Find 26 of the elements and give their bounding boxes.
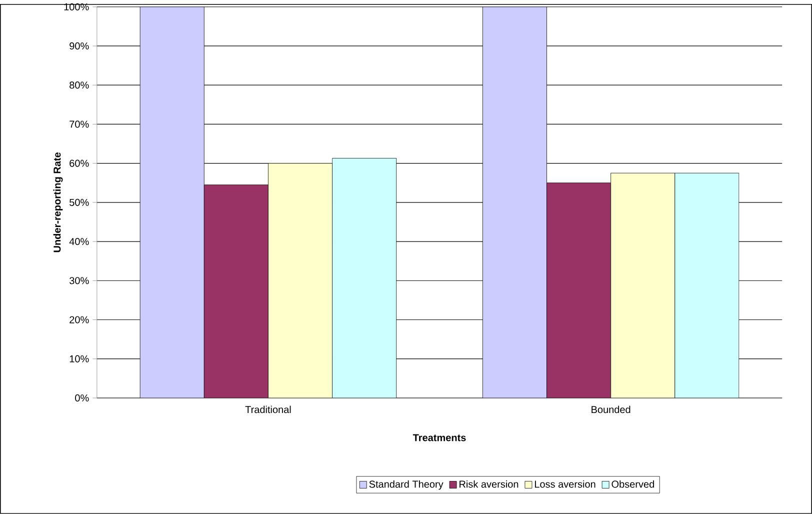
x-tick-label: Traditional: [245, 406, 291, 414]
y-tick-label: 30%: [70, 277, 89, 284]
x-tick-label: Bounded: [592, 406, 630, 414]
legend-label: Risk aversion: [460, 480, 518, 488]
y-tick-label: 70%: [70, 120, 89, 128]
y-tick-label: 50%: [70, 198, 89, 206]
y-tick-label: 0%: [75, 394, 89, 402]
y-tick-label: 10%: [70, 355, 89, 362]
legend-label: Observed: [612, 480, 654, 488]
bar: [610, 172, 676, 398]
bar: [268, 163, 332, 398]
bar: [546, 182, 612, 398]
bar: [204, 184, 268, 398]
y-axis-title: Under-reporting Rate: [53, 152, 63, 252]
y-tick-label: 90%: [70, 42, 89, 50]
bar: [482, 6, 547, 398]
legend-label: Loss aversion: [534, 480, 596, 488]
legend-label: Standard Theory: [369, 480, 444, 490]
x-axis-title: Treatments: [412, 434, 466, 442]
y-tick-label: 40%: [69, 238, 89, 246]
y-tick-label: 60%: [70, 160, 89, 167]
bar: [332, 158, 397, 398]
bar: [674, 172, 740, 398]
y-tick-label: 80%: [70, 82, 89, 89]
y-tick-label: 20%: [70, 316, 89, 324]
bar: [140, 6, 204, 398]
